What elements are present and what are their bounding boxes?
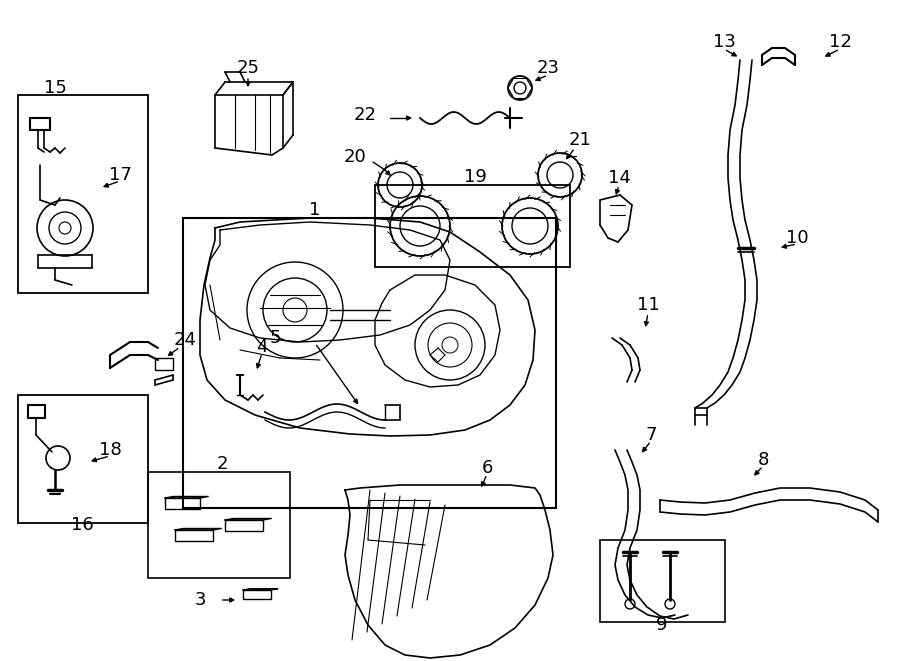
Bar: [600, 540, 725, 622]
Text: 14: 14: [608, 169, 630, 187]
Text: 10: 10: [786, 229, 808, 247]
Bar: [155, 358, 173, 370]
Text: 22: 22: [354, 106, 376, 124]
Text: 13: 13: [713, 33, 735, 51]
Text: 19: 19: [464, 168, 486, 186]
Text: 25: 25: [237, 59, 259, 77]
Text: 20: 20: [344, 148, 366, 166]
Bar: [18, 395, 148, 523]
Text: 12: 12: [829, 33, 851, 51]
Text: 16: 16: [70, 516, 94, 534]
Text: 9: 9: [656, 616, 668, 634]
Text: 6: 6: [482, 459, 492, 477]
Bar: [375, 185, 570, 267]
Text: 8: 8: [757, 451, 769, 469]
Text: 15: 15: [43, 79, 67, 97]
Text: 18: 18: [99, 441, 122, 459]
Bar: [183, 218, 556, 508]
Text: 7: 7: [645, 426, 657, 444]
Text: 5: 5: [269, 329, 281, 347]
Text: 3: 3: [194, 591, 206, 609]
Bar: [18, 95, 148, 293]
Text: 11: 11: [636, 296, 660, 314]
Text: 4: 4: [256, 338, 268, 356]
Text: 2: 2: [216, 455, 228, 473]
Bar: [148, 472, 290, 578]
Text: 24: 24: [174, 331, 196, 349]
Text: 1: 1: [310, 201, 320, 219]
Text: 17: 17: [109, 166, 131, 184]
Text: 21: 21: [569, 131, 591, 149]
Text: 23: 23: [536, 59, 560, 77]
